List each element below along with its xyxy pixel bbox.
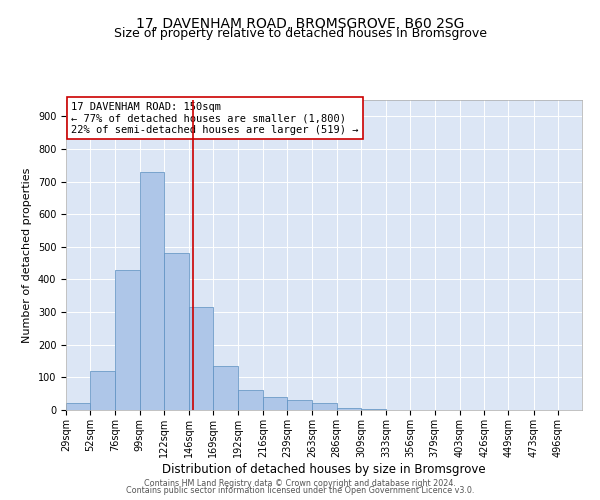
Bar bbox=[214, 366, 238, 410]
Bar bbox=[337, 408, 361, 410]
Text: 17, DAVENHAM ROAD, BROMSGROVE, B60 2SG: 17, DAVENHAM ROAD, BROMSGROVE, B60 2SG bbox=[136, 18, 464, 32]
Bar bbox=[361, 409, 386, 410]
Bar bbox=[189, 307, 214, 410]
Text: Size of property relative to detached houses in Bromsgrove: Size of property relative to detached ho… bbox=[113, 28, 487, 40]
Bar bbox=[115, 270, 140, 410]
X-axis label: Distribution of detached houses by size in Bromsgrove: Distribution of detached houses by size … bbox=[162, 462, 486, 475]
Bar bbox=[238, 390, 263, 410]
Text: Contains public sector information licensed under the Open Government Licence v3: Contains public sector information licen… bbox=[126, 486, 474, 495]
Y-axis label: Number of detached properties: Number of detached properties bbox=[22, 168, 32, 342]
Bar bbox=[263, 397, 287, 410]
Bar bbox=[164, 254, 189, 410]
Bar bbox=[140, 172, 164, 410]
Bar bbox=[287, 400, 313, 410]
Text: 17 DAVENHAM ROAD: 150sqm
← 77% of detached houses are smaller (1,800)
22% of sem: 17 DAVENHAM ROAD: 150sqm ← 77% of detach… bbox=[71, 102, 359, 134]
Bar bbox=[66, 404, 90, 410]
Bar bbox=[90, 371, 115, 410]
Bar bbox=[313, 404, 337, 410]
Text: Contains HM Land Registry data © Crown copyright and database right 2024.: Contains HM Land Registry data © Crown c… bbox=[144, 478, 456, 488]
